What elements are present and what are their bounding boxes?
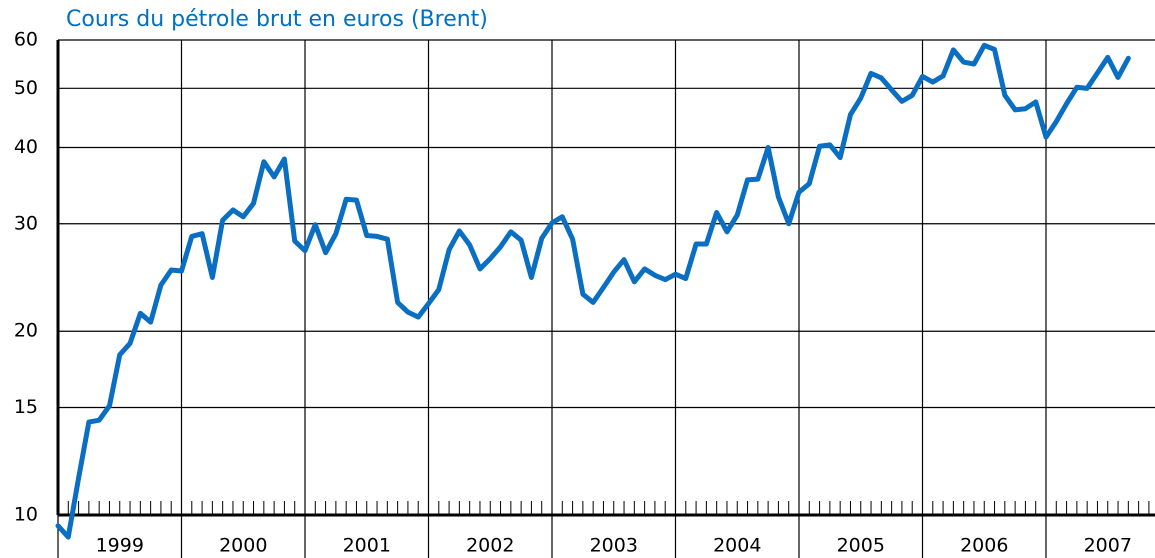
y-tick-label: 50	[14, 77, 38, 99]
x-tick-label: 2007	[1084, 535, 1132, 557]
y-tick-label: 30	[14, 212, 38, 234]
x-tick-label: 1999	[96, 535, 144, 557]
x-tick-label: 2001	[343, 535, 391, 557]
y-tick-label: 10	[14, 504, 38, 526]
y-tick-label: 40	[14, 136, 38, 158]
y-tick-label: 60	[14, 29, 38, 51]
y-tick-label: 20	[14, 320, 38, 342]
x-tick-label: 2002	[466, 535, 514, 557]
x-tick-label: 2004	[713, 535, 761, 557]
chart-title: Cours du pétrole brut en euros (Brent)	[66, 7, 488, 32]
x-tick-label: 2006	[960, 535, 1008, 557]
price-line	[55, 42, 1131, 540]
x-tick-label: 2000	[219, 535, 267, 557]
y-tick-label: 15	[14, 396, 38, 418]
x-tick-label: 2005	[837, 535, 885, 557]
x-tick-label: 2003	[590, 535, 638, 557]
